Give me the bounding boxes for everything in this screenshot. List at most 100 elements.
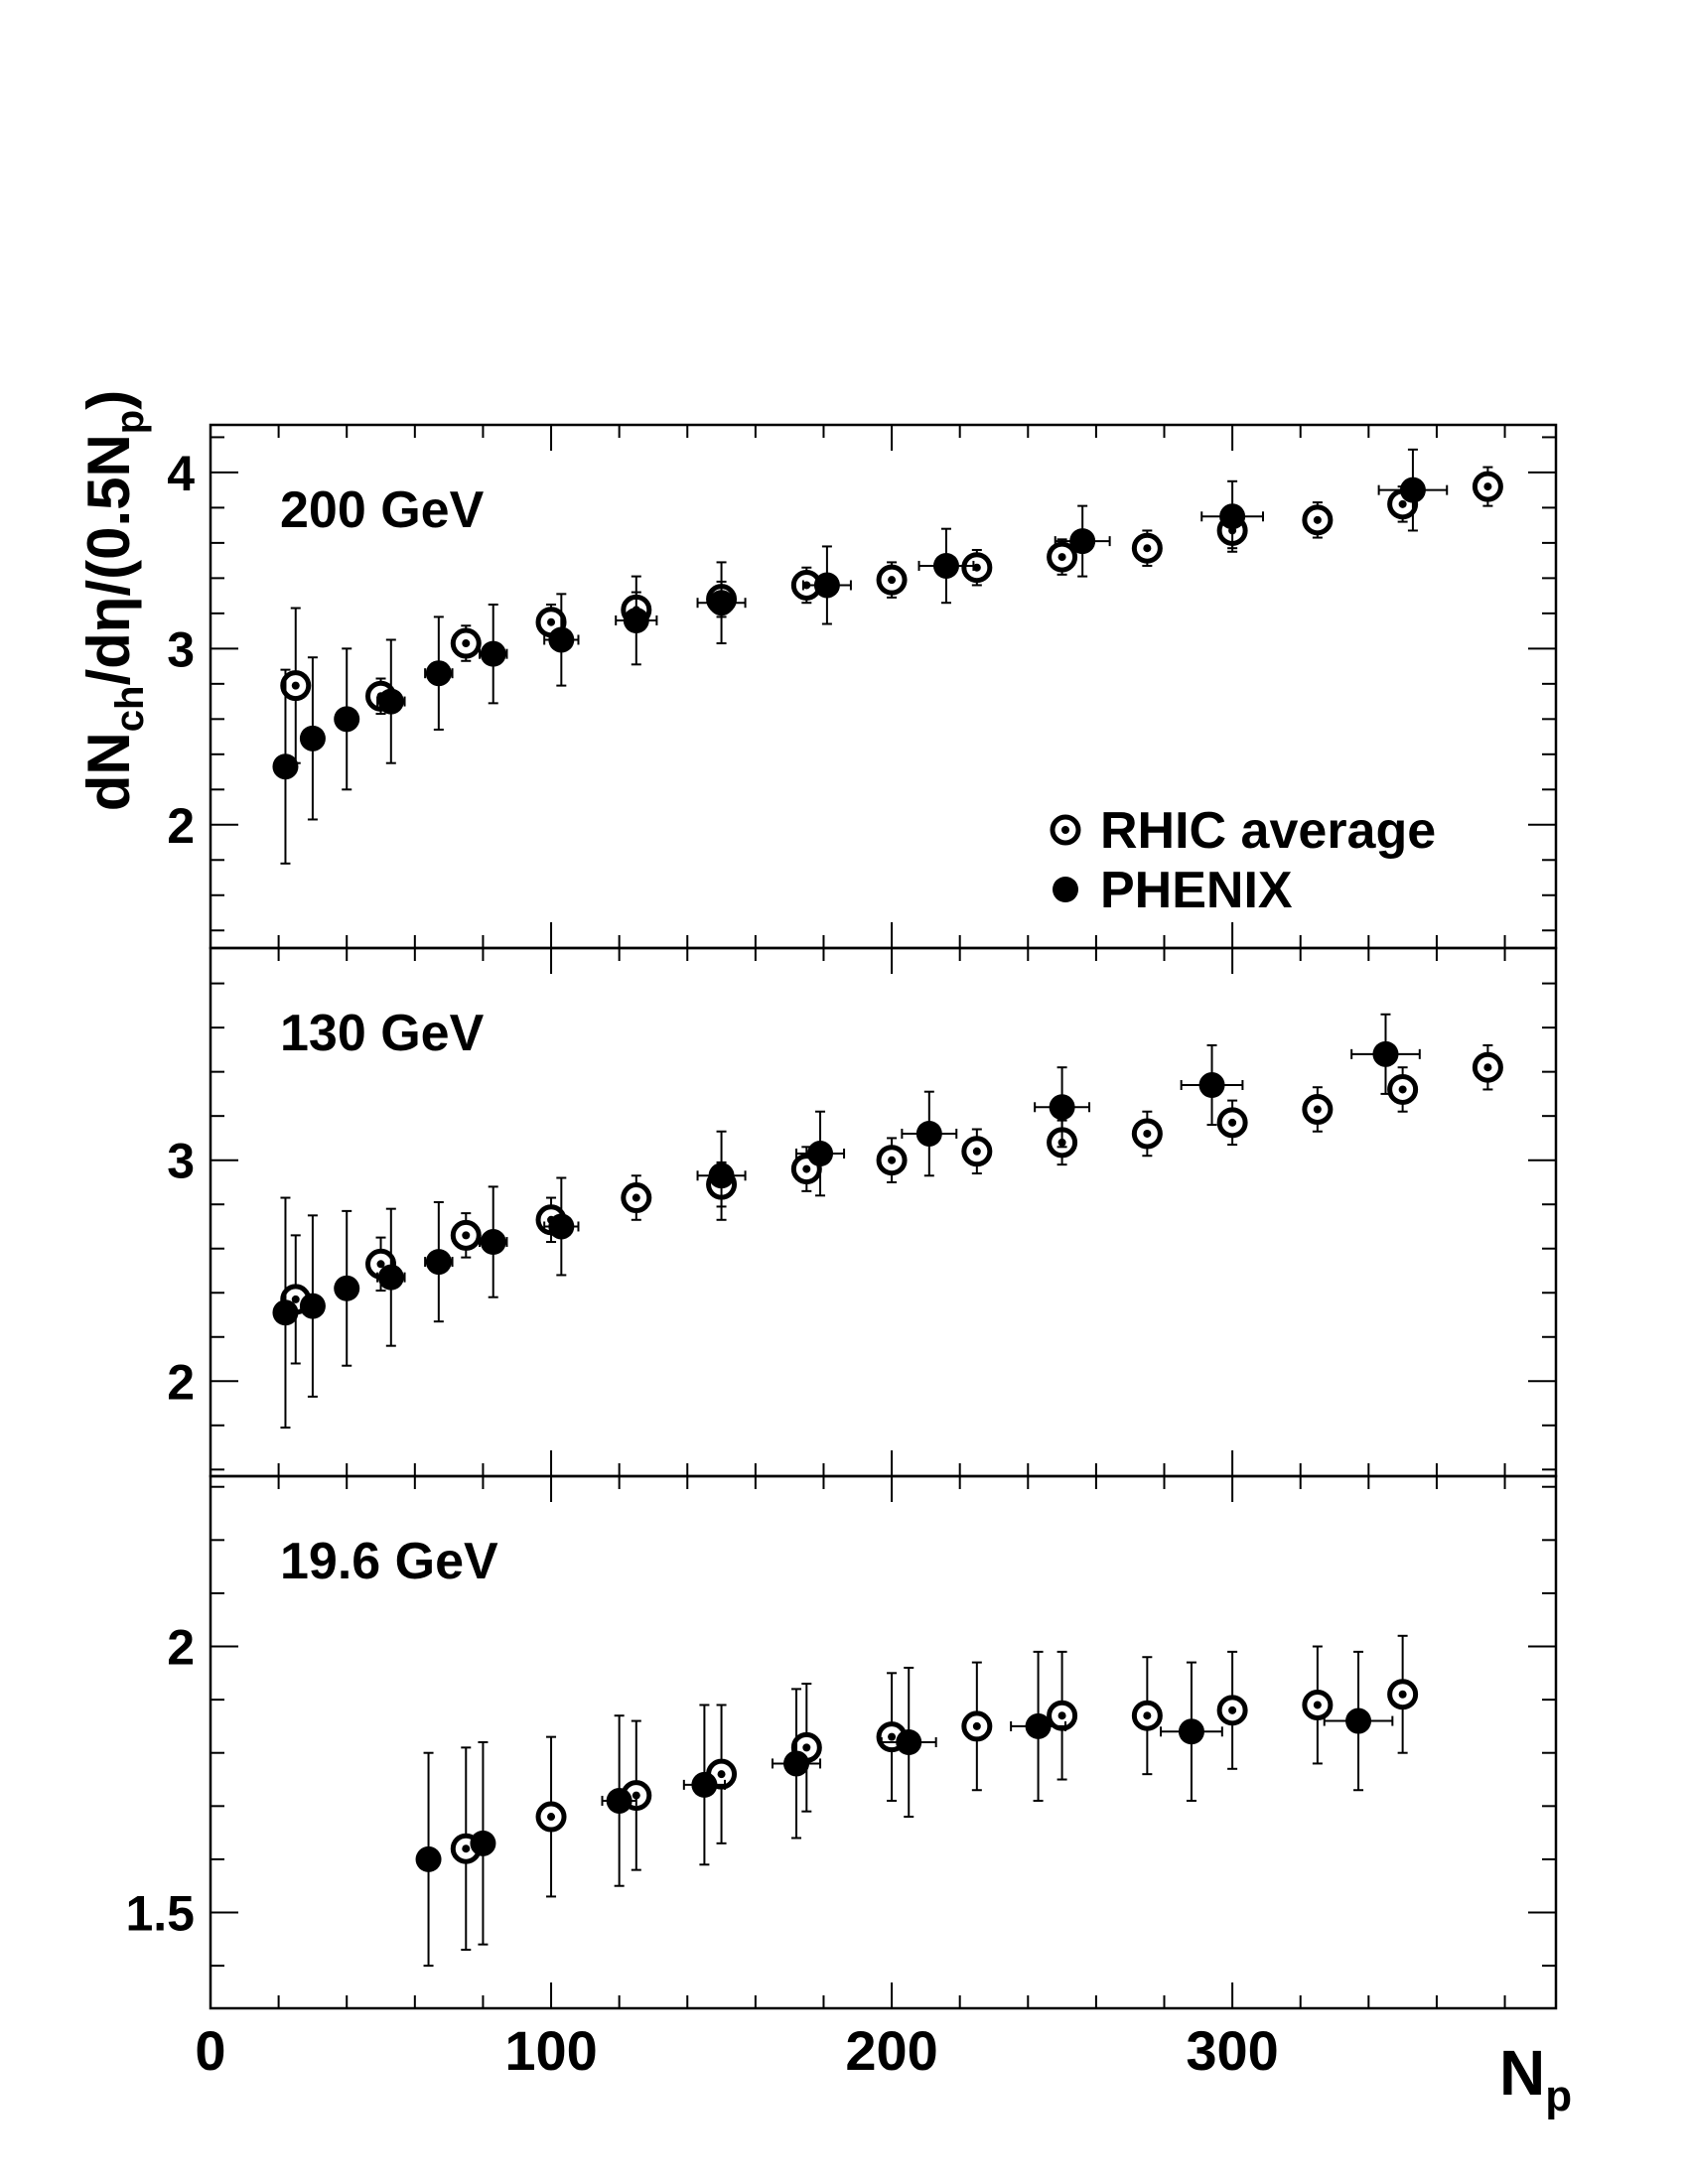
- data-point: [1131, 1110, 1163, 1158]
- rhic-marker-dot: [1313, 515, 1322, 524]
- data-point: [880, 1666, 937, 1819]
- data-point: [280, 607, 312, 764]
- data-point: [376, 638, 406, 764]
- data-point: [1200, 479, 1264, 553]
- rhic-marker-dot: [1057, 553, 1066, 562]
- phenix-marker: [415, 1845, 442, 1872]
- phenix-marker: [470, 1830, 496, 1856]
- phenix-marker: [1025, 1712, 1052, 1739]
- rhic-marker-dot: [888, 576, 897, 585]
- x-tick-label: 100: [504, 2019, 597, 2082]
- data-point: [415, 1751, 442, 1968]
- data-point: [1302, 1086, 1334, 1133]
- panel-label: 200 GeV: [280, 481, 485, 539]
- phenix-marker: [548, 626, 575, 653]
- rhic-marker-dot: [1143, 1711, 1152, 1720]
- legend-label: PHENIX: [1100, 862, 1293, 919]
- data-point: [272, 668, 299, 865]
- phenix-marker: [708, 590, 735, 616]
- rhic-marker-dot: [1143, 1129, 1152, 1138]
- data-point: [1323, 1650, 1394, 1792]
- data-point: [1472, 1043, 1503, 1091]
- data-point: [961, 1661, 993, 1792]
- rhic-marker-dot: [717, 1770, 726, 1779]
- y-axis-label-part: dN: [75, 732, 142, 811]
- x-tick-label: 200: [845, 2019, 937, 2082]
- phenix-marker: [783, 1750, 810, 1777]
- rhic-marker-dot: [291, 1295, 300, 1303]
- y-axis-label: dNch/dη/(0.5Np): [75, 390, 152, 811]
- x-axis-label: Np: [1499, 2037, 1572, 2120]
- data-point: [1160, 1661, 1223, 1802]
- y-tick-label: 1.5: [125, 1886, 195, 1942]
- data-point: [272, 1196, 299, 1430]
- rhic-marker-dot: [1143, 544, 1152, 553]
- data-point: [682, 1704, 726, 1866]
- phenix-marker: [548, 1213, 575, 1240]
- data-point: [621, 1174, 652, 1221]
- phenix-marker: [691, 1771, 718, 1798]
- data-point: [1216, 1650, 1248, 1770]
- data-point: [1377, 448, 1449, 532]
- data-point: [299, 1214, 326, 1398]
- rhic-marker-dot: [1483, 482, 1492, 491]
- data-point: [1216, 1099, 1248, 1147]
- phenix-marker: [1069, 528, 1096, 555]
- phenix-marker: [1178, 1718, 1204, 1745]
- x-axis-label-sub: p: [1545, 2072, 1572, 2120]
- rhic-marker-dot: [462, 639, 471, 648]
- rhic-marker-dot: [547, 1813, 556, 1822]
- data-point: [1034, 1066, 1091, 1149]
- data-point: [535, 1735, 567, 1898]
- data-point: [424, 1200, 454, 1323]
- phenix-marker: [1372, 1040, 1399, 1067]
- data-point: [961, 1128, 993, 1175]
- data-point: [615, 575, 658, 666]
- data-point: [772, 1688, 822, 1840]
- y-axis-label-sub: p: [108, 410, 152, 434]
- rhic-marker-dot: [888, 1156, 897, 1164]
- data-point: [601, 1714, 637, 1887]
- rhic-marker-dot: [1398, 499, 1407, 508]
- data-point: [1010, 1650, 1067, 1802]
- rhic-average-series: [450, 1634, 1419, 1952]
- data-point: [790, 1683, 822, 1813]
- data-point: [876, 1137, 908, 1183]
- data-point: [696, 561, 747, 645]
- data-point: [1131, 1656, 1163, 1776]
- phenix-marker: [1049, 1094, 1075, 1121]
- panel-label: 19.6 GeV: [280, 1533, 498, 1590]
- panel-1: 2 3 4 200 GeV: [167, 423, 1558, 950]
- rhic-marker-dot: [632, 1791, 640, 1800]
- rhic-marker-dot: [888, 1732, 897, 1741]
- phenix-marker: [1053, 877, 1078, 902]
- phenix-marker: [708, 1162, 735, 1189]
- y-tick-label: 3: [167, 621, 195, 677]
- phenix-marker: [896, 1729, 922, 1755]
- phenix-marker: [480, 640, 506, 667]
- rhic-marker-dot: [547, 617, 556, 626]
- data-point: [696, 1130, 747, 1221]
- panel-2: 2 3 130 GeV: [167, 946, 1558, 1478]
- rhic-marker-dot: [1313, 1105, 1322, 1114]
- phenix-marker: [1198, 1072, 1225, 1099]
- panel-frame: [209, 1474, 1558, 2010]
- y-axis-label-part: ): [75, 390, 142, 410]
- data-point: [901, 1090, 958, 1177]
- data-point: [917, 527, 975, 605]
- phenix-marker: [299, 1293, 326, 1319]
- rhic-marker-dot: [802, 1164, 811, 1173]
- rhic-marker-dot: [1061, 826, 1069, 834]
- rhic-marker-dot: [972, 1147, 981, 1156]
- phenix-marker: [272, 753, 299, 780]
- data-point: [1054, 504, 1111, 578]
- data-point: [334, 647, 360, 791]
- data-point: [334, 1209, 360, 1367]
- data-point: [479, 1185, 508, 1298]
- data-point: [450, 1212, 482, 1259]
- y-tick-label: 4: [167, 446, 195, 501]
- y-axis-label-part: /dη/(0.5N: [75, 434, 142, 685]
- data-point: [543, 1176, 580, 1277]
- rhic-marker-dot: [1313, 1701, 1322, 1709]
